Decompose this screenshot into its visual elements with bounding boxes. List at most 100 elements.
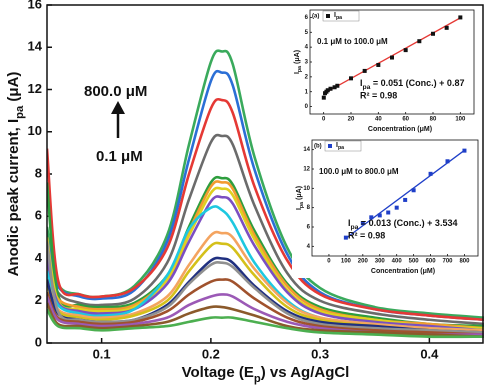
voltammogram [47, 230, 484, 332]
x-tick-label: 100 [455, 117, 466, 123]
y-tick-label: 4 [35, 250, 43, 265]
plot-frame [311, 139, 479, 257]
data-point [403, 48, 408, 53]
range-text: 100.0 μM to 800.0 μM [319, 167, 399, 176]
y-axis-label-part: pa [14, 105, 26, 119]
arrow-head [111, 101, 125, 114]
x-tick-label: 20 [348, 117, 355, 123]
legend-box [322, 10, 360, 22]
y-tick-label: 2 [305, 74, 309, 80]
y-tick-label: 5 [305, 30, 309, 36]
legend-label-part: I [334, 12, 336, 19]
y-tick-label: 6 [307, 225, 311, 231]
fit-line [345, 149, 465, 239]
data-point [369, 215, 374, 220]
y-tick-label: 12 [28, 81, 42, 96]
legend-label-part: I [336, 142, 338, 149]
y-axis-label-part: Anodic peak current, I [5, 119, 22, 277]
data-point [325, 88, 330, 93]
annotation: 0.1 μM [96, 148, 143, 165]
x-axis-label-part: p [254, 373, 261, 385]
x-axis-label: Concentration (μM) [368, 126, 432, 133]
x-tick-label: 400 [392, 259, 403, 265]
legend-label-part: pa [336, 15, 342, 21]
y-axis-label-part: I [296, 208, 303, 210]
y-axis-label-part: (μA) [5, 72, 22, 106]
x-tick-label: 40 [375, 117, 382, 123]
y-axis-label-part: pa [297, 66, 303, 72]
voltammogram [47, 308, 484, 339]
x-tick-label: 100 [341, 259, 352, 265]
equation-part: pa [351, 224, 359, 231]
data-point [343, 235, 348, 240]
plot-frame [46, 4, 484, 344]
data-point [394, 205, 399, 210]
equation-part: = 0.051 (Conc.) + 0.87 [370, 78, 464, 88]
data-point [390, 55, 394, 60]
y-tick-label: 3 [305, 60, 309, 66]
y-axis-label: Anodic peak current, Ipa (μA) [5, 72, 26, 277]
x-tick-label: 0 [322, 117, 326, 123]
x-axis-label: Voltage (Ep) vs Ag/AgCl [182, 364, 350, 385]
equation-part: = 0.013 (Conc.) + 3.534 [358, 218, 457, 228]
y-tick-label: 12 [303, 167, 310, 173]
legend-label: Ipa [334, 12, 342, 22]
equation-part: pa [363, 84, 371, 91]
y-axis-label: Ipa (μA) [296, 186, 306, 210]
data-point [321, 95, 326, 100]
r-squared: R² = 0.98 [348, 230, 385, 240]
voltammogram [47, 278, 484, 336]
data-point [377, 213, 382, 218]
panel-label: (a) [312, 14, 319, 20]
data-point [332, 85, 337, 90]
y-tick-label: 8 [307, 205, 311, 211]
y-tick-label: 0 [35, 334, 42, 349]
equation-part: I [348, 218, 351, 228]
voltammogram [47, 186, 484, 330]
y-tick-label: 4 [305, 45, 309, 51]
y-axis-label-part: I [294, 72, 301, 74]
data-point [403, 197, 408, 202]
y-tick-label: 14 [28, 39, 43, 54]
x-tick-label: 300 [375, 259, 386, 265]
y-axis-label: Ipa (μA) [294, 50, 304, 74]
data-point [349, 76, 353, 81]
data-point [444, 25, 449, 30]
y-tick-label: 10 [28, 123, 42, 138]
equation: Ipa = 0.051 (Conc.) + 0.87 [360, 78, 464, 91]
data-point [376, 62, 381, 67]
y-tick-label: 4 [307, 244, 311, 250]
plot-frame [309, 9, 475, 115]
y-tick-label: 16 [28, 0, 42, 11]
y-tick-label: 14 [303, 147, 310, 153]
x-tick-label: 800 [459, 259, 470, 265]
y-axis-label-part: (μA) [296, 186, 303, 202]
y-tick-label: 6 [35, 208, 42, 223]
y-axis-label-part: (μA) [294, 50, 301, 66]
x-tick-label: 0 [327, 259, 331, 265]
voltammogram [47, 97, 484, 322]
data-point [360, 221, 365, 226]
inset-background [290, 6, 478, 136]
y-tick-label: 0 [305, 104, 309, 110]
data-point [431, 31, 435, 36]
y-tick-label: 1 [305, 89, 309, 95]
x-tick-label: 600 [426, 259, 437, 265]
x-tick-label: 0.4 [420, 346, 439, 361]
legend-marker [326, 14, 330, 18]
y-tick-label: 6 [305, 15, 309, 21]
data-point [386, 210, 391, 215]
x-tick-label: 80 [430, 117, 437, 123]
data-point [445, 159, 450, 164]
x-axis-label-part: Voltage (E [182, 364, 254, 381]
voltammogram [47, 195, 484, 332]
y-tick-label: 10 [303, 186, 310, 192]
data-point [335, 83, 340, 88]
curves [47, 49, 484, 339]
data-point [328, 86, 333, 91]
x-axis-label-part: ) vs Ag/AgCl [261, 364, 350, 381]
x-tick-label: 200 [358, 259, 369, 265]
legend-marker [328, 144, 332, 148]
x-tick-label: 0.2 [202, 346, 220, 361]
